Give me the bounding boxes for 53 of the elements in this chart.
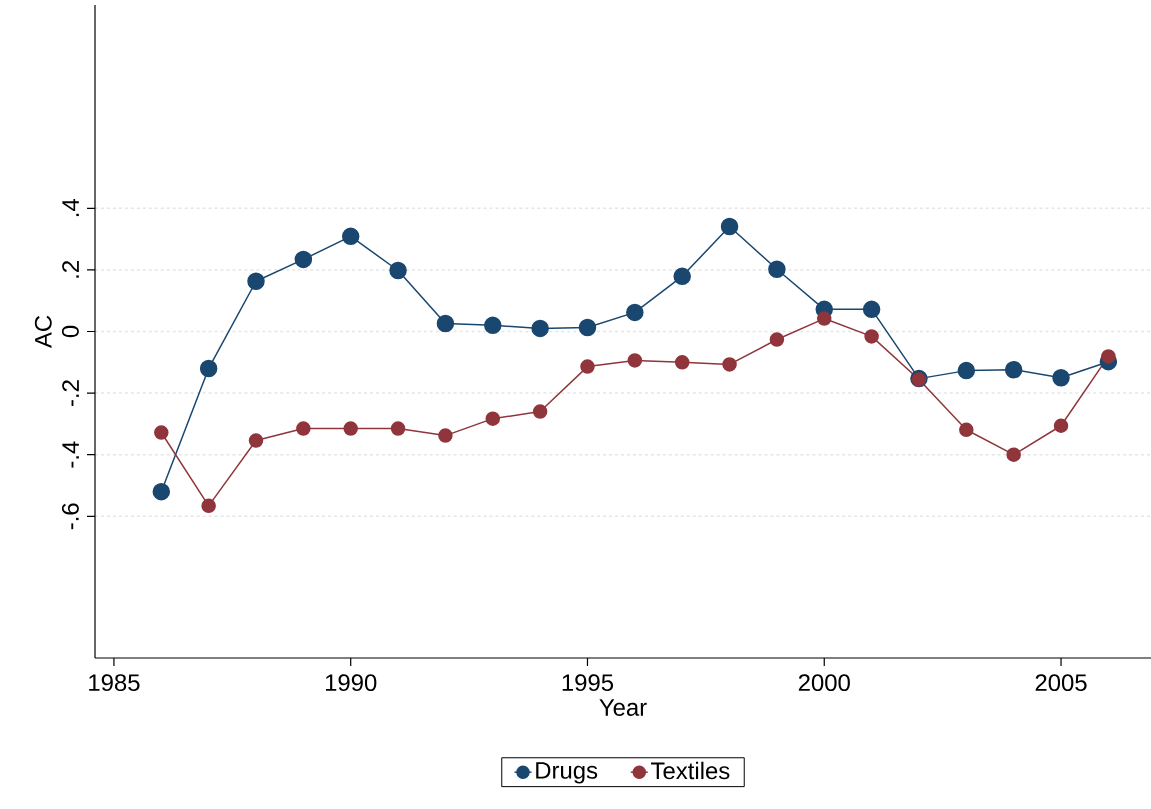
point (578, 318, 597, 337)
point (862, 300, 881, 319)
point (438, 428, 453, 443)
x-tick-label: 1990 (325, 674, 377, 692)
point (485, 411, 501, 426)
y-tick-label: .4 (62, 199, 79, 217)
point (201, 498, 216, 514)
point (296, 421, 311, 436)
y-axis-title: AC (34, 315, 52, 349)
y-tick-label: -.6 (61, 503, 79, 530)
point (627, 353, 643, 368)
legend-label: Textiles (651, 761, 730, 780)
point (390, 421, 406, 436)
point (768, 260, 786, 279)
x-tick-label: 1985 (89, 674, 140, 692)
point (957, 361, 976, 380)
point (722, 357, 737, 372)
point (580, 359, 595, 374)
point (341, 227, 360, 246)
point (154, 425, 169, 440)
point (247, 272, 265, 291)
point (343, 421, 358, 436)
point (1004, 360, 1023, 379)
y-tick-label: -.2 (62, 380, 79, 406)
point (959, 422, 974, 437)
point (248, 433, 264, 448)
point (1052, 368, 1070, 387)
point (436, 314, 455, 333)
point (531, 319, 549, 338)
point (199, 359, 218, 378)
point (532, 404, 548, 419)
x-axis-title: Year (599, 699, 647, 716)
y-tick-label: -.4 (62, 441, 79, 468)
legend-label: Drugs (536, 762, 598, 784)
point (864, 329, 879, 344)
point (294, 250, 313, 269)
x-tick-label: 2000 (798, 674, 850, 692)
point (817, 311, 832, 326)
point (673, 267, 691, 286)
x-tick-label: 2005 (1035, 674, 1087, 692)
y-tick-label: .2 (62, 261, 79, 278)
point (1006, 447, 1021, 462)
point (484, 316, 502, 335)
point (626, 303, 644, 322)
point (152, 482, 171, 501)
x-tick-label: 1995 (562, 674, 614, 692)
point (769, 332, 785, 347)
point (1053, 418, 1069, 433)
point (389, 261, 407, 280)
point (674, 355, 690, 370)
point (1101, 349, 1116, 364)
point (720, 217, 739, 236)
y-tick-label: 0 (61, 325, 79, 338)
